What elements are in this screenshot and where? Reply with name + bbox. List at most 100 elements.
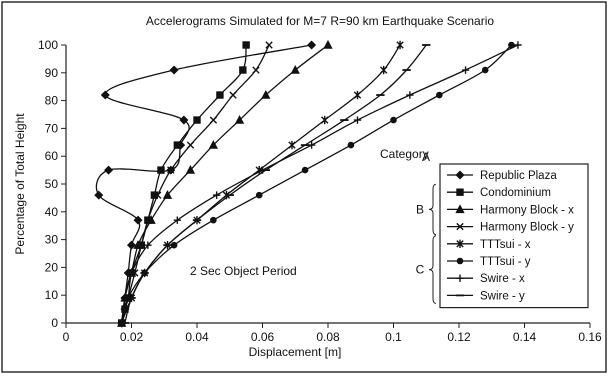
legend-marker-harmony-block-y-shape [456,222,464,231]
group-c-label: C [416,263,425,277]
point-tttsui-y-shape [170,241,178,249]
point-harmony-block-y [137,241,146,249]
legend-marker-swire-x [456,274,464,282]
point-harmony-block-x [185,165,196,174]
point-tttsui-y-shape [255,191,263,199]
group-b-bracket [428,183,437,236]
y-tick-label: 0 [51,316,58,330]
legend-marker-harmony-block-y [456,222,464,231]
point-condominium-shape [173,141,182,149]
point-swire-x [144,241,152,249]
point-tttsui-y-shape [390,116,397,124]
legend-label-republic-plaza: Republic Plaza [480,170,557,182]
point-swire-x [212,191,221,199]
point-republic-plaza-shape [179,115,189,125]
x-tick-label: 0.1 [385,330,402,344]
point-condominium [157,166,165,174]
point-tttsui-y [481,66,489,74]
point-republic-plaza-shape [94,190,104,200]
point-harmony-block-x [323,39,333,49]
point-republic-plaza [133,215,143,225]
point-condominium [242,41,250,49]
point-swire-x [353,116,362,124]
group-c-bracket [428,235,437,304]
point-harmony-block-y-shape [209,116,218,124]
point-republic-plaza [169,65,179,75]
point-republic-plaza [179,115,189,125]
x-tick-label: 0.12 [447,330,471,344]
point-condominium-shape [239,66,247,74]
point-republic-plaza [307,40,317,50]
point-swire-x-shape [461,66,470,74]
point-harmony-block-y-shape [144,216,152,224]
legend: Republic Plaza Condominium Harmony Block -… [416,150,589,309]
x-tick-label: 0.14 [513,330,537,344]
point-republic-plaza [126,240,137,250]
point-swire-x-shape [406,91,414,99]
point-harmony-block-y [186,141,195,149]
point-harmony-block-x [162,190,173,199]
point-swire-x [514,41,522,49]
point-swire-x-shape [144,241,152,249]
point-condominium [173,141,182,149]
point-tttsui-y [390,116,397,124]
y-tick-label: 100 [38,38,58,52]
point-republic-plaza [104,165,114,175]
point-harmony-block-x-shape [290,64,300,74]
point-harmony-block-x [234,114,245,124]
point-tttsui-x [396,40,404,50]
point-tttsui-x-shape [321,115,329,125]
group-b-label: B [416,202,424,216]
group-a-label: A [422,150,430,164]
point-tttsui-y-shape [436,91,443,99]
point-tttsui-x-shape [353,90,362,100]
legend-marker-harmony-block-x-shape [455,204,465,214]
legend-label-tttsui-x: TTTsui - x [480,239,531,251]
y-tick-label: 70 [45,121,59,135]
point-swire-x-shape [353,116,362,124]
point-tttsui-y [170,241,178,249]
legend-label-swire-y: Swire - y [480,290,525,302]
point-swire-x [461,66,470,74]
axes: 0 0.02 0.04 0.06 0.08 0.1 0.12 0.14 0.16 0 10 20 30 4… [38,38,602,344]
y-tick-label: 60 [45,149,59,163]
chart-title: Accelerograms Simulated for M=7 R=90 km … [146,14,494,28]
y-tick-label: 40 [45,205,59,219]
point-swire-x-shape [173,216,182,224]
legend-marker-republic-plaza-shape [455,170,465,180]
legend-box [439,163,589,309]
point-tttsui-y-shape [210,216,217,224]
point-swire-x [406,91,414,99]
point-harmony-block-x-shape [234,114,245,124]
period-annotation: 2 Sec Object Period [190,264,297,278]
point-republic-plaza-shape [100,90,110,100]
point-harmony-block-x-shape [208,140,219,149]
point-republic-plaza [94,190,104,200]
point-republic-plaza-shape [169,65,179,75]
point-harmony-block-x [208,140,219,149]
point-tttsui-y-shape [347,141,355,149]
x-tick-label: 0.02 [120,330,144,344]
point-harmony-block-y [209,116,218,124]
group-c: C [416,235,437,304]
legend-marker-condominium-shape [456,188,464,196]
legend-marker-republic-plaza [455,170,465,180]
point-condominium-shape [242,41,250,49]
legend-label-swire-x: Swire - x [480,273,525,285]
point-tttsui-x-shape [379,65,388,75]
point-republic-plaza-shape [307,40,317,50]
point-tttsui-y [255,191,263,199]
point-harmony-block-y-shape [265,41,273,49]
point-republic-plaza [100,90,110,100]
point-tttsui-y [301,166,309,174]
point-harmony-block-x-shape [323,39,333,49]
series-harmony-block-y [117,41,273,327]
point-tttsui-x [288,140,296,150]
point-harmony-block-y-shape [252,66,260,74]
point-republic-plaza-shape [133,215,143,225]
point-harmony-block-x [261,89,271,99]
series-line-swire-y [124,44,427,324]
point-harmony-block-y [252,66,260,74]
point-tttsui-y-shape [481,66,489,74]
